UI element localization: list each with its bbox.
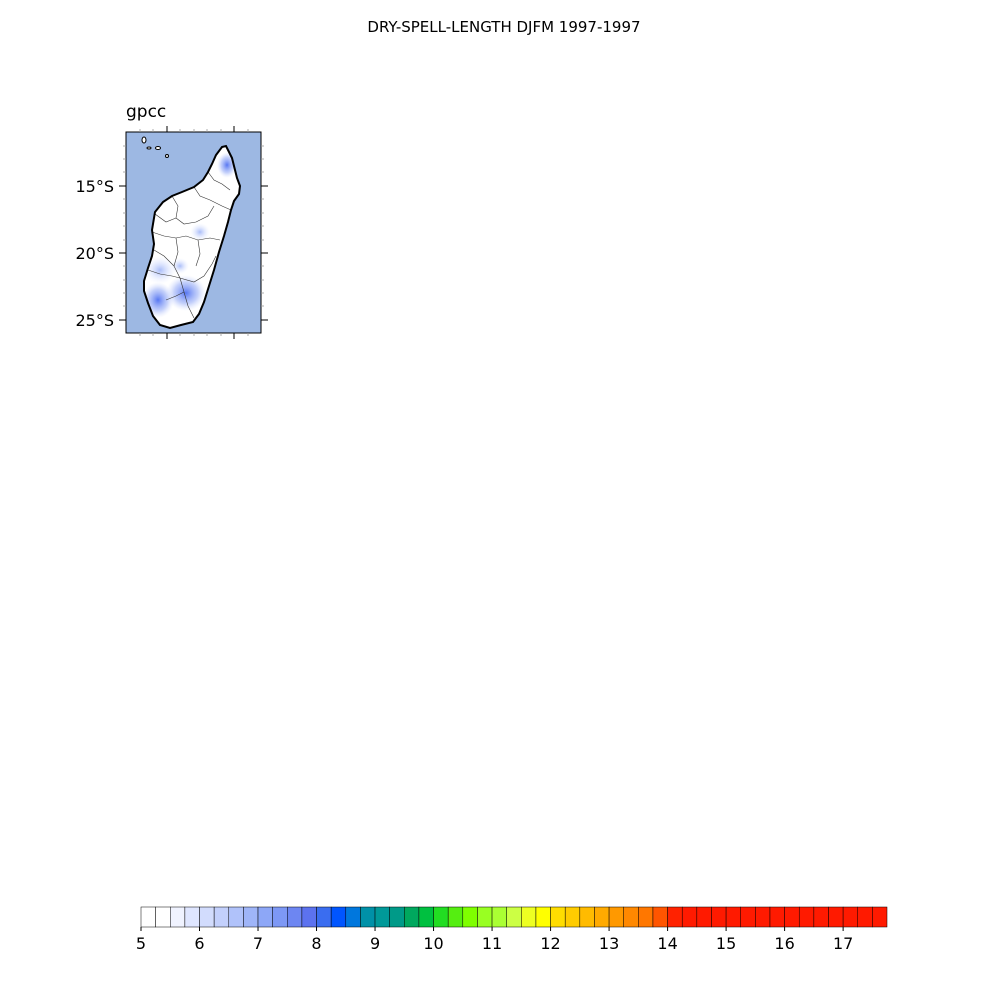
colorbar-box [798,906,815,928]
colorbar-box [140,906,156,928]
colorbar-box [535,906,551,928]
colorbar-box [316,906,332,928]
colorbar-box [228,906,244,928]
colorbar-tick-label: 11 [482,934,502,953]
colorbar-box [550,906,566,928]
colorbar-box [506,906,522,928]
colorbar-box [740,906,756,928]
colorbar-tick-label: 15 [716,934,736,953]
colorbar-box [418,906,434,928]
colorbar-tick-label: 6 [194,934,204,953]
colorbar-tick-label: 10 [423,934,443,953]
colorbar-labels: 5 6 7 8 9 10 11 12 13 14 15 16 17 [136,934,853,953]
colorbar-box [652,906,668,928]
colorbar-tick-label: 13 [599,934,619,953]
colorbar-box [330,906,347,928]
colorbar-box [681,906,698,928]
colorbar-box [170,906,186,928]
colorbar-box [696,906,712,928]
colorbar-box [521,906,537,928]
y-tick-label-25s: 25°S [75,311,114,330]
colorbar-box [594,906,610,928]
colorbar-box [769,906,785,928]
axis-ticks [119,126,268,339]
colorbar-tick-label: 16 [774,934,794,953]
colorbar-box [360,906,376,928]
colorbar-box [155,906,171,928]
map-panel: 15°S 20°S 25°S [75,126,268,339]
colorbar-tick-label: 7 [253,934,263,953]
minor-ticks [123,129,264,336]
colorbar-box [243,906,259,928]
colorbar-tick-label: 17 [833,934,853,953]
colorbar-tick-label: 14 [657,934,677,953]
colorbar-box [491,906,507,928]
colorbar-box [608,906,624,928]
colorbar-box [462,906,478,928]
colorbar-tick-label: 12 [540,934,560,953]
madagascar-landmass [143,144,242,330]
colorbar-box [755,906,771,928]
colorbar-box [389,906,405,928]
colorbar-box [623,906,639,928]
colorbar-box [199,906,215,928]
colorbar-box [667,906,683,928]
colorbar-box [725,906,741,928]
y-tick-label-15s: 15°S [75,177,114,196]
colorbar-box [857,906,873,928]
colorbar-box [272,906,288,928]
colorbar-box [828,906,844,928]
colorbar-box [579,906,595,928]
colorbar-box [433,906,449,928]
colorbar-box [257,906,273,928]
colorbar-boxes [140,906,888,928]
panel-title: gpcc [126,102,167,122]
colorbar-tick-label: 8 [311,934,321,953]
colorbar-box [447,906,464,928]
colorbar-ticks [140,927,844,931]
region-boundaries [147,171,232,319]
colorbar-box [813,906,829,928]
y-tick-label-20s: 20°S [75,244,114,263]
colorbar-box [872,906,888,928]
colorbar-box [404,906,420,928]
colorbar-box [842,906,858,928]
island-outline [143,144,242,330]
map-frame [125,131,262,334]
colorbar-box [638,906,654,928]
colorbar-box [477,906,493,928]
colorbar-box [287,906,303,928]
colorbar-box [345,906,361,928]
colorbar-box [301,906,317,928]
figure-title: DRY-SPELL-LENGTH DJFM 1997-1997 [367,18,641,36]
colorbar: 5 6 7 8 9 10 11 12 13 14 15 16 17 [136,906,888,953]
colorbar-box [184,906,200,928]
small-islands [141,136,169,158]
colorbar-box [374,906,390,928]
colorbar-box [213,906,230,928]
colorbar-box [711,906,727,928]
colorbar-tick-label: 5 [136,934,146,953]
colorbar-box [564,906,581,928]
colorbar-box [784,906,800,928]
colorbar-tick-label: 9 [370,934,380,953]
